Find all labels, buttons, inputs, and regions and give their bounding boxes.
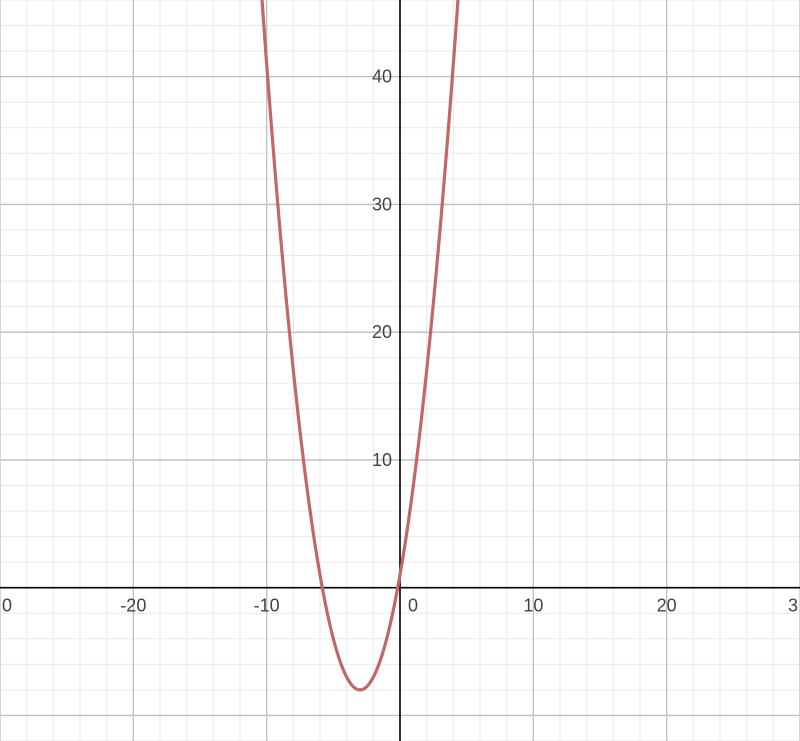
- x-tick-label: 10: [523, 596, 543, 616]
- x-tick-label: 20: [657, 596, 677, 616]
- x-tick-label-edge-left: 0: [2, 596, 12, 616]
- x-tick-label: 0: [408, 596, 418, 616]
- y-tick-label: 10: [372, 450, 392, 470]
- y-tick-label: 20: [372, 322, 392, 342]
- x-tick-label-edge-right: 3: [788, 596, 798, 616]
- plot-area: -20 -10 0 10 20 0 3 10 20 30 40: [0, 0, 800, 741]
- x-tick-label: -10: [254, 596, 280, 616]
- chart-svg: -20 -10 0 10 20 0 3 10 20 30 40: [0, 0, 800, 741]
- x-tick-label: -20: [120, 596, 146, 616]
- y-tick-label: 40: [372, 67, 392, 87]
- y-tick-label: 30: [372, 194, 392, 214]
